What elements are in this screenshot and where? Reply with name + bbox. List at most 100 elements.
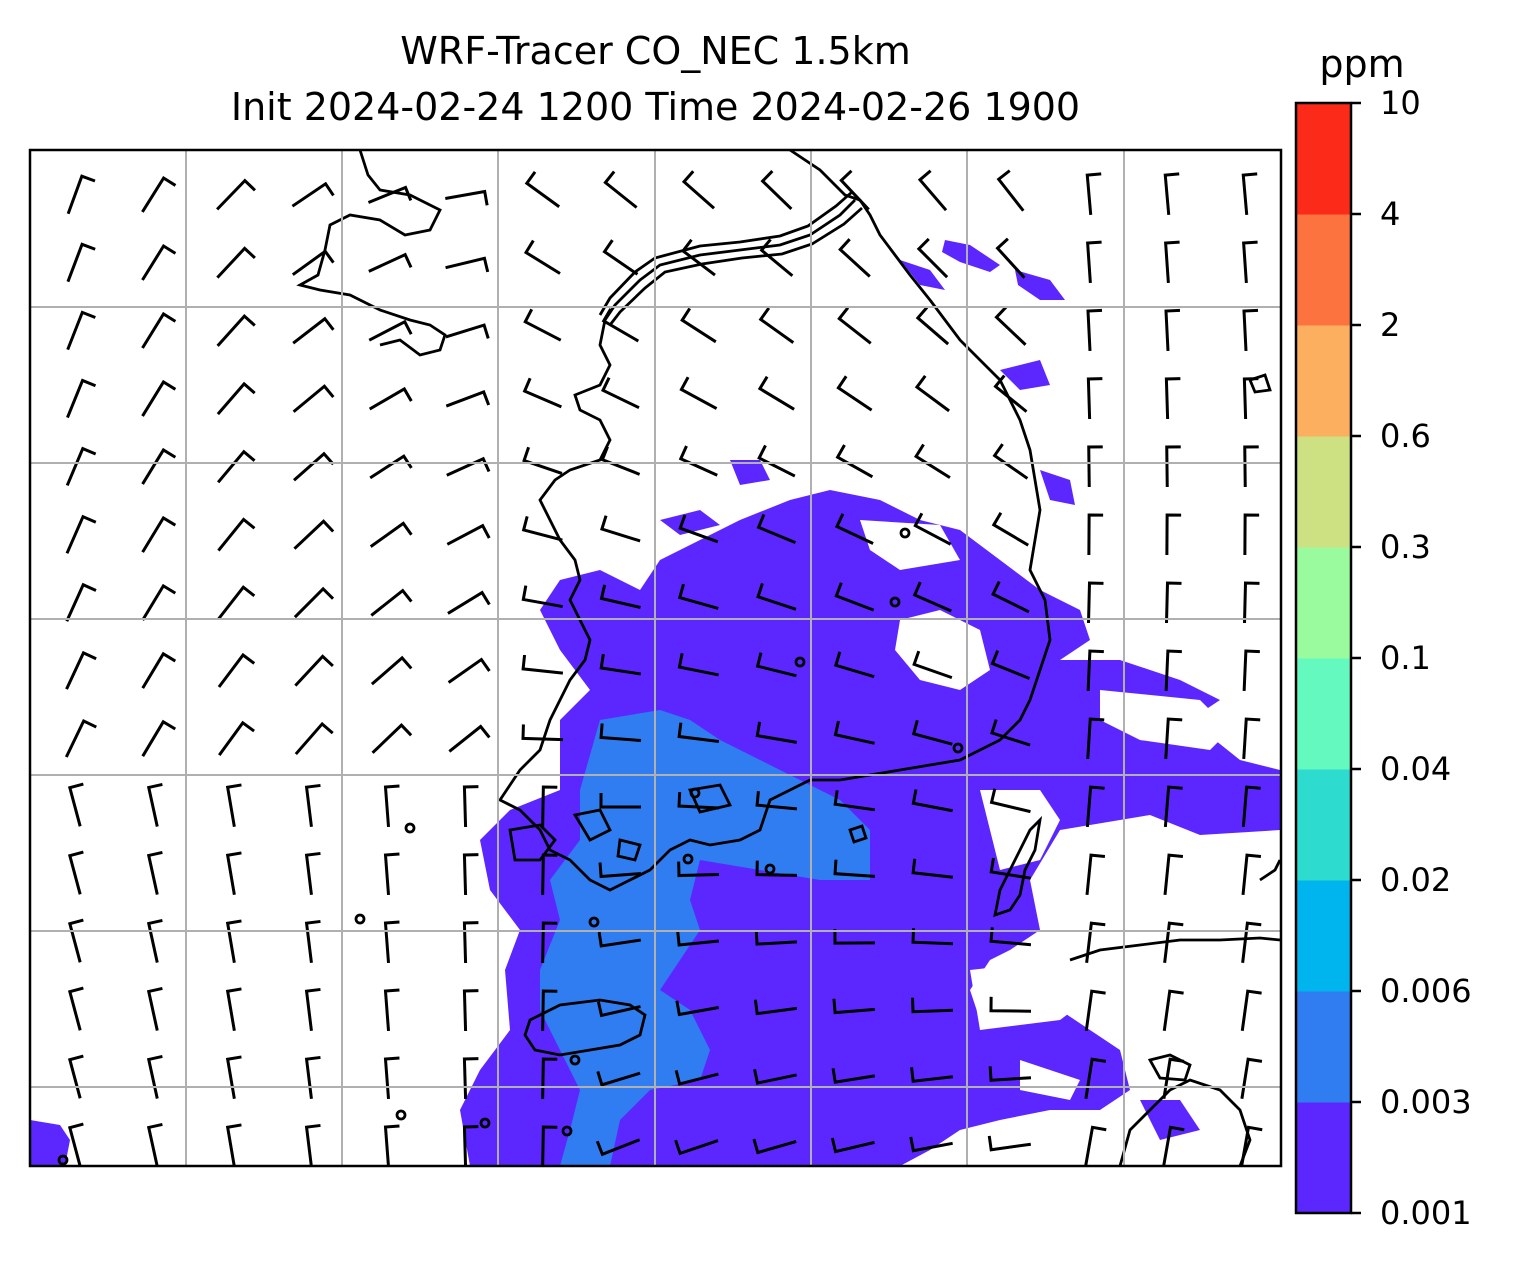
wind-barb [65, 446, 97, 487]
wind-barb [541, 785, 558, 828]
wind-barb [989, 996, 1032, 1013]
wind-barb [371, 723, 413, 754]
colorbar-tick-label: 0.1 [1380, 639, 1431, 677]
colorbar-tick-label: 0.006 [1380, 972, 1472, 1010]
wind-barb [758, 307, 795, 344]
wind-barb [1087, 581, 1104, 624]
wind-barb [1164, 377, 1181, 420]
wind-barb [1242, 308, 1259, 352]
wind-barb [674, 1139, 719, 1156]
wind-barb [990, 649, 1031, 680]
wind-barb [541, 921, 558, 964]
wind-barb [991, 580, 1030, 614]
wind-barb [541, 989, 558, 1032]
wind-barb [522, 377, 562, 409]
wind-barb [596, 1071, 641, 1087]
wind-barb [65, 514, 97, 554]
wind-barb [598, 862, 642, 879]
wind-barb [1241, 921, 1262, 964]
wind-barb [754, 930, 798, 946]
wind-barb [755, 791, 798, 811]
wind-barb [678, 445, 718, 477]
wind-barb [675, 1000, 719, 1017]
wind-barb [446, 523, 491, 546]
colorbar-block [1296, 658, 1351, 770]
wind-barb [677, 791, 720, 810]
wind-barb [993, 374, 1028, 413]
wind-barb [1084, 989, 1106, 1032]
wind-barb [1164, 649, 1182, 692]
wind-barb [599, 723, 642, 743]
wind-barb [837, 306, 872, 345]
wind-barb [753, 1069, 797, 1085]
colorbar-block [1296, 547, 1351, 659]
wind-barb [369, 521, 413, 548]
wind-barb [304, 987, 321, 1032]
wind-barb [146, 783, 163, 827]
wind-barb [755, 652, 797, 678]
wind-barb [600, 377, 640, 410]
map-frame [28, 148, 1283, 1168]
wind-barb [910, 1067, 954, 1083]
wind-barb [759, 238, 794, 277]
wind-barb [911, 789, 953, 813]
wind-barb [911, 997, 954, 1014]
wind-barb [912, 581, 952, 613]
wind-barb [225, 851, 242, 895]
wind-barb [1241, 785, 1261, 828]
wind-barb [1165, 445, 1181, 488]
wind-barbs [64, 169, 1263, 1166]
wind-barb [678, 514, 719, 544]
wind-barb [603, 170, 638, 209]
wind-barb [67, 1122, 84, 1166]
wind-barb [383, 920, 400, 964]
wind-barb [216, 381, 256, 416]
wind-barb [216, 449, 256, 484]
wind-barb [446, 456, 491, 477]
wind-barb [146, 919, 163, 963]
wind-barb [596, 1001, 641, 1018]
wind-barb [383, 784, 400, 828]
wind-barb [1084, 1125, 1107, 1166]
wind-barb [1164, 717, 1183, 760]
colorbar [1296, 103, 1351, 1214]
wind-barb [294, 721, 334, 756]
wind-barb [597, 931, 642, 948]
wind-barb [304, 1055, 321, 1100]
wind-barb [462, 785, 479, 828]
wind-barb [833, 651, 875, 679]
wind-barb [521, 585, 563, 609]
wind-barb [1242, 649, 1260, 692]
chart-title-line2: Init 2024-02-24 1200 Time 2024-02-26 190… [230, 85, 1081, 129]
wind-barb [67, 918, 84, 963]
wind-barb [368, 252, 413, 273]
wind-barb [216, 178, 257, 211]
wind-barb [915, 306, 950, 346]
wind-barb [141, 583, 177, 621]
colorbar-tick-label: 0.6 [1380, 417, 1431, 455]
wind-barb [141, 175, 177, 213]
wind-barb [225, 919, 242, 963]
wind-barb [834, 513, 874, 545]
wind-barb [67, 1054, 84, 1099]
wind-barb [294, 654, 334, 687]
wind-barb [1242, 240, 1258, 284]
wind-barb [447, 590, 491, 615]
coastlines [57, 150, 1281, 1166]
wind-barb [990, 719, 1031, 747]
colorbar-block [1296, 880, 1351, 992]
wind-barb [1241, 853, 1262, 896]
wind-barb [368, 319, 413, 342]
colorbar-tick-label: 0.001 [1380, 1194, 1472, 1232]
wind-barb [835, 444, 874, 479]
wind-barb [1243, 513, 1260, 556]
wind-barb [141, 447, 177, 485]
colorbar-tick-label: 4 [1380, 195, 1401, 233]
wind-barb [917, 169, 948, 212]
wind-barb [141, 515, 177, 553]
wind-barb [304, 783, 321, 828]
wind-barb [909, 1136, 953, 1153]
wind-barb [368, 386, 413, 411]
wind-barb [911, 858, 954, 879]
